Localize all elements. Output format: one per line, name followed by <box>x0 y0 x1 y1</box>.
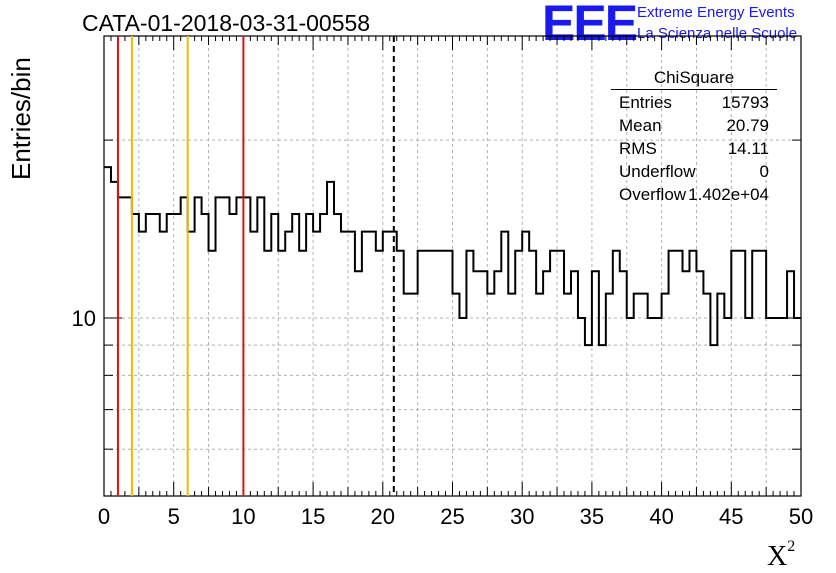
x-tick-label: 50 <box>789 504 813 529</box>
y-axis-label: Entries/bin <box>6 57 36 180</box>
stats-name: Entries <box>619 93 672 112</box>
x-tick-label: 5 <box>168 504 180 529</box>
x-tick-label: 15 <box>301 504 325 529</box>
histogram-series <box>104 166 801 347</box>
stats-row-underflow: Underflow 0 <box>619 162 769 184</box>
stats-row-overflow: Overflow 1.402e+04 <box>619 185 769 207</box>
stats-value: 14.11 <box>727 139 769 158</box>
stats-row-entries: Entries 15793 <box>619 93 769 115</box>
stats-name: RMS <box>619 139 657 158</box>
x-tick-label: 10 <box>231 504 255 529</box>
stats-box: ChiSquare Entries 15793 Mean 20.79 RMS 1… <box>611 66 777 210</box>
x-tick-label: 35 <box>580 504 604 529</box>
stats-name: Mean <box>619 116 662 135</box>
plot-title: CATA-01-2018-03-31-00558 <box>82 10 371 36</box>
stats-value: 15793 <box>721 93 769 112</box>
x-tick-label: 25 <box>440 504 464 529</box>
stats-value: 0 <box>759 162 769 181</box>
stats-row-mean: Mean 20.79 <box>619 116 769 138</box>
stats-value: 1.402e+04 <box>688 185 769 204</box>
stats-box-divider <box>611 89 777 90</box>
x-tick-label: 30 <box>510 504 534 529</box>
eee-logo: EEE <box>542 0 638 51</box>
x-axis-label-main: X <box>767 541 788 572</box>
x-tick-label: 40 <box>649 504 673 529</box>
eee-logo-line1: Extreme Energy Events <box>637 4 795 21</box>
stats-row-rms: RMS 14.11 <box>619 139 769 161</box>
x-axis-label: X2 <box>767 538 795 573</box>
x-axis-label-superscript: 2 <box>787 538 796 555</box>
x-tick-label: 45 <box>719 504 743 529</box>
stats-name: Underflow <box>619 162 696 181</box>
stats-name: Overflow <box>619 185 687 204</box>
y-tick-label: 10 <box>72 306 96 331</box>
eee-logo-line2: La Scienza nelle Scuole <box>637 25 798 42</box>
stats-value: 20.79 <box>726 116 769 135</box>
x-tick-label: 0 <box>98 504 110 529</box>
x-tick-label: 20 <box>371 504 395 529</box>
stats-box-title: ChiSquare <box>653 68 735 87</box>
